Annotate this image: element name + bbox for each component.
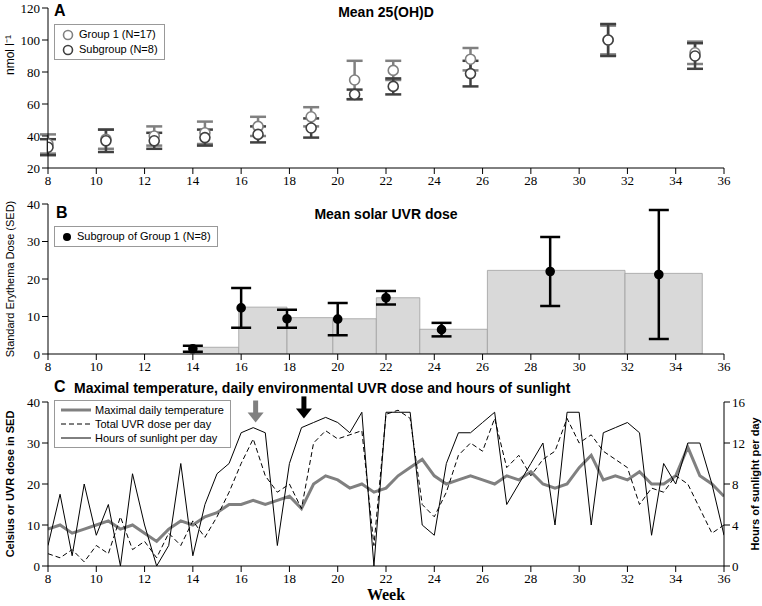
svg-text:30: 30 [27, 436, 40, 451]
svg-text:18: 18 [283, 359, 296, 374]
svg-text:14: 14 [186, 571, 200, 586]
svg-text:12: 12 [138, 173, 151, 188]
svg-text:20: 20 [27, 477, 40, 492]
html-text:Maximal temperature, daily env: Maximal temperature, daily environmental… [74, 380, 571, 396]
svg-text:28: 28 [524, 571, 537, 586]
svg-text:12: 12 [138, 571, 151, 586]
svg-text:12: 12 [732, 436, 745, 451]
svg-text:28: 28 [524, 173, 537, 188]
html-text:Maximal daily temperature: Maximal daily temperature [95, 404, 224, 416]
html-text:Week: Week [366, 586, 406, 603]
svg-text:24: 24 [428, 571, 442, 586]
html-text:Group 1 (N=17): Group 1 (N=17) [79, 28, 156, 40]
svg-text:24: 24 [428, 173, 442, 188]
html-text:Subgroup (N=8): Subgroup (N=8) [79, 43, 158, 55]
svg-text:16: 16 [732, 395, 746, 410]
html-text:A: A [54, 2, 66, 19]
html-text:Hours of sunlight per day: Hours of sunlight per day [95, 432, 218, 444]
svg-text:34: 34 [669, 571, 683, 586]
svg-text:20: 20 [331, 173, 344, 188]
html-text:Mean 25(OH)D: Mean 25(OH)D [338, 4, 434, 20]
svg-text:8: 8 [732, 477, 739, 492]
svg-text:18: 18 [283, 571, 296, 586]
svg-text:32: 32 [621, 359, 634, 374]
html-text:B: B [56, 204, 68, 221]
svg-text:34: 34 [669, 359, 683, 374]
svg-text:16: 16 [235, 359, 249, 374]
html-text:Hours of sunlight per day: Hours of sunlight per day [749, 417, 761, 551]
svg-text:32: 32 [621, 571, 634, 586]
svg-text:14: 14 [186, 173, 200, 188]
svg-text:36: 36 [718, 173, 732, 188]
html-text:Subgroup of Group 1 (N=8): Subgroup of Group 1 (N=8) [77, 230, 211, 242]
svg-text:8: 8 [45, 359, 52, 374]
html-text:C: C [54, 378, 66, 395]
html-text:Standard Erythema Dose (SED): Standard Erythema Dose (SED) [4, 200, 16, 358]
html-text:Mean solar UVR dose: Mean solar UVR dose [314, 206, 458, 222]
svg-text:0: 0 [34, 347, 41, 362]
svg-text:40: 40 [27, 395, 40, 410]
svg-text:22: 22 [380, 359, 393, 374]
svg-text:60: 60 [27, 97, 40, 112]
svg-text:8: 8 [45, 571, 52, 586]
svg-text:20: 20 [27, 161, 40, 176]
svg-text:30: 30 [27, 234, 40, 249]
svg-text:14: 14 [186, 359, 200, 374]
html-text:Celsius or UVR dose in SED: Celsius or UVR dose in SED [4, 410, 16, 558]
svg-text:22: 22 [380, 173, 393, 188]
svg-text:36: 36 [718, 571, 732, 586]
svg-text:0: 0 [34, 559, 41, 574]
svg-text:10: 10 [90, 173, 103, 188]
svg-text:30: 30 [573, 571, 586, 586]
svg-text:34: 34 [669, 173, 683, 188]
svg-text:20: 20 [331, 571, 344, 586]
svg-text:4: 4 [732, 518, 739, 533]
html-text:nmol l⁻¹: nmol l⁻¹ [2, 35, 17, 75]
svg-text:28: 28 [524, 359, 537, 374]
svg-text:80: 80 [27, 65, 40, 80]
svg-text:10: 10 [27, 309, 40, 324]
svg-text:22: 22 [380, 571, 393, 586]
svg-text:24: 24 [428, 359, 442, 374]
svg-text:16: 16 [235, 571, 249, 586]
svg-text:8: 8 [45, 173, 52, 188]
svg-text:30: 30 [573, 359, 586, 374]
svg-text:20: 20 [331, 359, 344, 374]
svg-text:32: 32 [621, 173, 634, 188]
html-text:Total UVR dose per day: Total UVR dose per day [95, 418, 212, 430]
svg-text:100: 100 [21, 33, 41, 48]
svg-text:30: 30 [573, 173, 586, 188]
svg-text:26: 26 [476, 571, 490, 586]
svg-text:36: 36 [718, 359, 732, 374]
svg-text:18: 18 [283, 173, 296, 188]
svg-text:16: 16 [235, 173, 249, 188]
svg-text:10: 10 [90, 359, 103, 374]
svg-text:40: 40 [27, 129, 40, 144]
svg-text:0: 0 [732, 559, 739, 574]
svg-text:120: 120 [21, 1, 41, 16]
svg-text:20: 20 [27, 272, 40, 287]
svg-text:26: 26 [476, 359, 490, 374]
svg-text:10: 10 [90, 571, 103, 586]
svg-text:10: 10 [27, 518, 40, 533]
svg-text:26: 26 [476, 173, 490, 188]
svg-text:40: 40 [27, 197, 40, 212]
svg-text:12: 12 [138, 359, 151, 374]
